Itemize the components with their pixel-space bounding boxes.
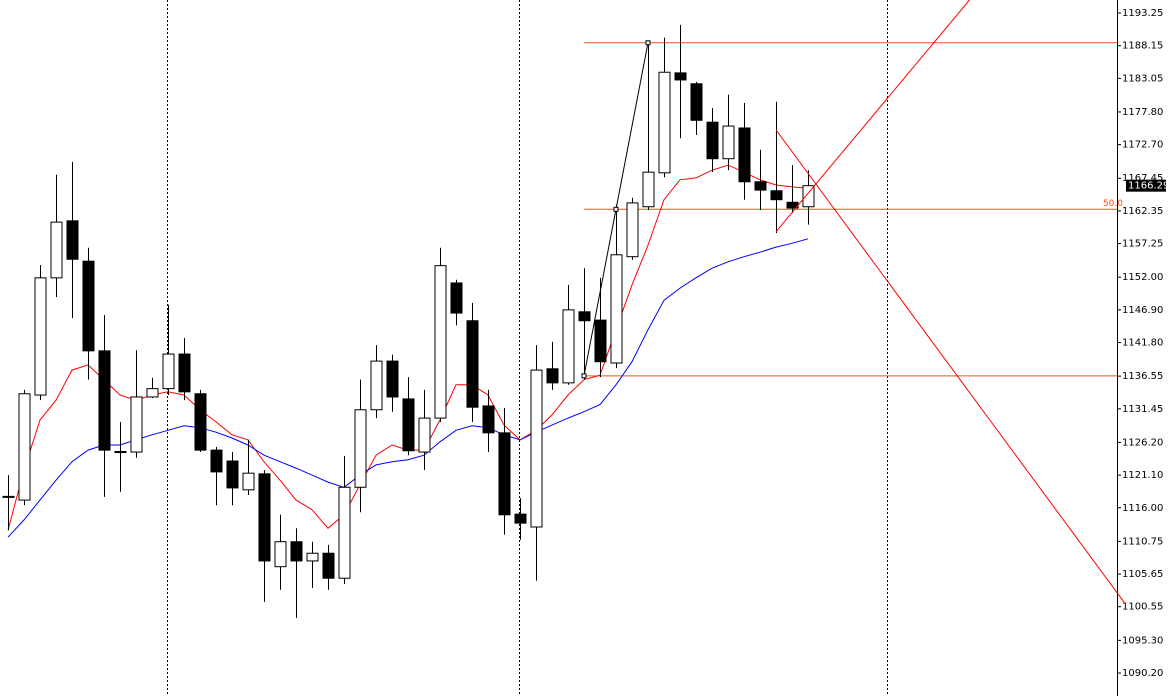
candle-body (34, 277, 47, 396)
candle-body (722, 125, 735, 160)
candle-body (514, 513, 527, 524)
y-tick-label: 1100.55 (1122, 602, 1163, 613)
candle-body (146, 388, 159, 398)
candle-body (754, 181, 767, 191)
y-tick-label: 1183.05 (1122, 73, 1163, 84)
fibo-label: 50.0 (1103, 199, 1123, 209)
y-tick-label: 1146.90 (1122, 305, 1163, 316)
candle-body (578, 311, 591, 322)
candle-body (274, 541, 287, 568)
candle-body (194, 393, 207, 451)
candle-body (546, 368, 559, 384)
y-tick-label: 1136.55 (1122, 371, 1163, 382)
candle-body (66, 220, 79, 260)
candle-body (98, 350, 111, 451)
y-tick-label: 1095.30 (1122, 635, 1163, 646)
candle-body (306, 552, 319, 562)
trend-line (775, 129, 1126, 604)
candle-body (674, 72, 687, 81)
candle-body (242, 472, 255, 491)
candle-body (210, 449, 223, 473)
trend-anchor (613, 206, 619, 212)
candle-body (658, 71, 671, 174)
candle-body (258, 473, 271, 562)
y-tick-label: 1167.45 (1122, 173, 1163, 184)
candle-body (402, 398, 415, 452)
candle-body (738, 127, 751, 183)
candle-body (450, 282, 463, 314)
y-tick-label: 1188.15 (1122, 41, 1163, 52)
candle-body (466, 320, 479, 408)
candle-body (610, 254, 623, 364)
y-tick-label: 1162.35 (1122, 206, 1163, 217)
trend-anchor (581, 373, 587, 379)
y-tick-label: 1193.25 (1122, 8, 1163, 19)
candle-body (130, 396, 143, 453)
candle-body (562, 309, 575, 384)
y-tick-label: 1126.20 (1122, 437, 1163, 448)
moving-average (7, 164, 809, 531)
y-tick-label: 1172.70 (1122, 140, 1163, 151)
candle-body (482, 405, 495, 434)
candle-body (82, 260, 95, 352)
y-tick-label: 1121.10 (1122, 470, 1163, 481)
candle-body (386, 360, 399, 398)
price-label: 1166.29 (1128, 181, 1169, 192)
candle-body (770, 190, 783, 201)
candle-body (802, 185, 815, 208)
y-tick-label: 1141.80 (1122, 338, 1163, 349)
candle-body (226, 460, 239, 489)
candle-body (642, 171, 655, 208)
candle-body (338, 486, 351, 579)
y-tick-label: 1090.20 (1122, 668, 1163, 679)
price-box (1126, 179, 1166, 192)
candle-body (162, 353, 175, 390)
y-tick-label: 1152.00 (1122, 272, 1163, 283)
y-tick-label: 1116.00 (1122, 503, 1163, 514)
y-tick-label: 1110.75 (1122, 536, 1163, 547)
y-tick-label: 1177.80 (1122, 107, 1163, 118)
candle-body (434, 265, 447, 419)
candle-body (290, 541, 303, 562)
candle-body (706, 121, 719, 160)
candle-body (370, 360, 383, 411)
candle-body (530, 369, 543, 528)
candle-body (354, 409, 367, 488)
candle-body (418, 417, 431, 453)
candle-body (50, 221, 63, 279)
candle-body (322, 552, 335, 579)
y-tick-label: 1105.65 (1122, 569, 1163, 580)
y-tick-label: 1157.25 (1122, 239, 1163, 250)
candle-body (498, 432, 511, 516)
y-tick-label: 1131.45 (1122, 404, 1163, 415)
candle-body (178, 353, 191, 393)
candle-body (690, 83, 703, 121)
candle-body (18, 393, 31, 501)
candle-body (626, 202, 639, 258)
trend-line (775, 0, 970, 233)
candle-body (594, 319, 607, 363)
trend-anchor (645, 40, 651, 46)
